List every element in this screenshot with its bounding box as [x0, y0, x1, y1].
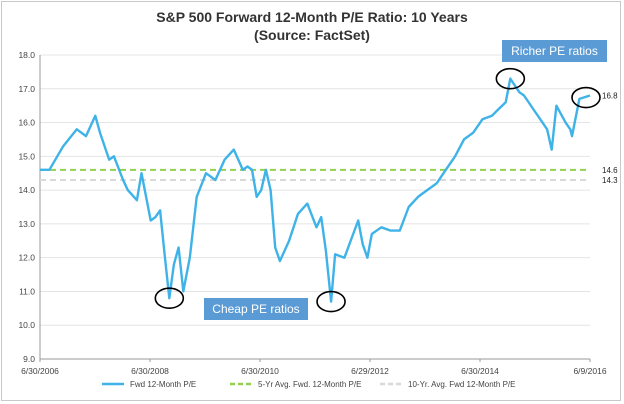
legend-label: 10-Yr. Avg. Fwd 12-Month P/E — [408, 380, 515, 389]
x-tick-label: 6/30/2008 — [131, 366, 169, 376]
callout-cheap-text: Cheap PE ratios — [212, 302, 299, 316]
y-tick-label: 9.0 — [23, 354, 35, 364]
x-tick-label: 6/9/2016 — [573, 366, 606, 376]
x-tick-label: 6/30/2014 — [461, 366, 499, 376]
y-tick-label: 16.0 — [18, 118, 35, 128]
reference-line-label: 14.6 — [602, 166, 618, 175]
y-tick-label: 11.0 — [19, 286, 35, 296]
chart-title: S&P 500 Forward 12-Month P/E Ratio: 10 Y… — [156, 9, 468, 25]
circle-2011-low — [316, 290, 346, 313]
x-tick-label: 6/30/2010 — [241, 366, 279, 376]
circle-2015-high — [495, 67, 526, 90]
pe-series-line — [40, 77, 591, 303]
end-value-label: 16.8 — [602, 92, 618, 101]
y-tick-label: 12.0 — [18, 253, 35, 263]
y-tick-label: 13.0 — [18, 219, 35, 229]
legend-label: 5-Yr Avg. Fwd. 12-Month P/E — [258, 380, 361, 389]
y-tick-label: 15.0 — [18, 151, 35, 161]
x-tick-label: 6/29/2012 — [351, 366, 389, 376]
circle-2016-high — [571, 86, 601, 109]
circle-2008-low — [154, 287, 185, 310]
legend-label: Fwd 12-Month P/E — [130, 380, 196, 389]
y-tick-label: 18.0 — [18, 50, 35, 60]
chart-subtitle: (Source: FactSet) — [254, 27, 370, 43]
y-tick-label: 10.0 — [18, 320, 35, 330]
y-tick-label: 17.0 — [18, 84, 35, 94]
y-tick-label: 14.0 — [18, 185, 35, 195]
reference-line-label: 14.3 — [602, 176, 618, 185]
callout-richer-text: Richer PE ratios — [511, 44, 598, 58]
callout-cheap-box — [204, 298, 308, 320]
callout-richer-box — [502, 40, 607, 62]
x-tick-label: 6/30/2006 — [21, 366, 59, 376]
